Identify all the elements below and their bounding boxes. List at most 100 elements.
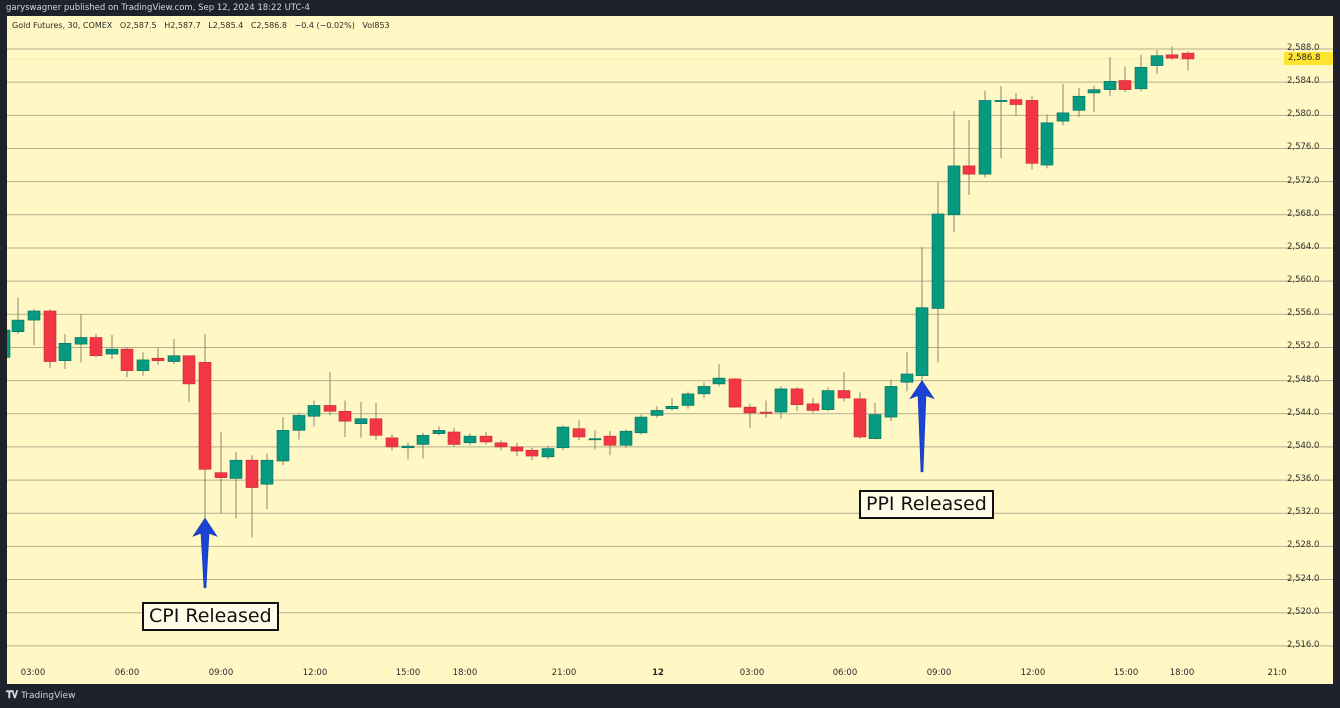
candle-down xyxy=(245,459,259,488)
time-tick-label: 21:00 xyxy=(551,668,577,678)
candle-up xyxy=(931,213,945,309)
candle-down xyxy=(806,403,820,411)
time-tick-label: 18:00 xyxy=(452,668,478,678)
candle-up xyxy=(1103,81,1117,90)
candle-up xyxy=(556,426,570,449)
candle-up xyxy=(1072,95,1086,111)
tradingview-logo-icon: 𝐓𝐕 xyxy=(6,690,18,701)
time-tick-label: 21:0 xyxy=(1267,668,1287,678)
time-tick-label: 06:00 xyxy=(114,668,140,678)
candle-down xyxy=(1181,52,1195,60)
time-tick-label: 15:00 xyxy=(1113,668,1139,678)
candle-up xyxy=(634,416,648,434)
candle-up xyxy=(74,337,88,345)
candle-down xyxy=(572,428,586,438)
candle-down xyxy=(837,390,851,399)
candle-up xyxy=(416,435,430,445)
candle-down xyxy=(479,435,493,443)
price-tick-label: 2,540.0 xyxy=(1287,440,1320,451)
candle-down xyxy=(43,310,57,362)
publisher-line: garyswagner published on TradingView.com… xyxy=(6,3,310,13)
price-tick-label: 2,556.0 xyxy=(1287,308,1320,319)
price-tick-label: 2,532.0 xyxy=(1287,507,1320,518)
legend-change: −0.4 (−0.02%) xyxy=(294,21,355,30)
price-tick-label: 2,528.0 xyxy=(1287,540,1320,551)
candle-down xyxy=(323,405,337,412)
price-tick-label: 2,524.0 xyxy=(1287,573,1320,584)
candle-up xyxy=(307,405,321,417)
time-tick-label: 12 xyxy=(652,668,664,678)
candle-down xyxy=(603,435,617,446)
candle-down xyxy=(1025,100,1039,164)
candle-up xyxy=(774,388,788,413)
time-tick-label: 15:00 xyxy=(395,668,421,678)
candle-down xyxy=(759,411,773,414)
candle-down xyxy=(214,472,228,478)
price-tick-label: 2,588.0 xyxy=(1287,43,1320,53)
candle-up xyxy=(915,307,929,376)
candle-up xyxy=(697,386,711,395)
candle-up xyxy=(432,430,446,434)
legend-open: O2,587.5 xyxy=(119,21,157,30)
legend-close: C2,586.8 xyxy=(250,21,287,30)
candle-up xyxy=(650,410,664,416)
candle-down xyxy=(853,398,867,438)
candle-down xyxy=(790,388,804,405)
candle-up xyxy=(712,377,726,385)
legend-volume: Vol853 xyxy=(362,21,390,30)
candle-up xyxy=(105,348,119,355)
candle-down xyxy=(151,357,165,362)
candle-up xyxy=(1134,66,1148,90)
legend-high: H2,587.7 xyxy=(164,21,201,30)
legend-symbol: Gold Futures, 30, COMEX xyxy=(12,21,113,30)
candle-up xyxy=(541,448,555,458)
last-price-label: 2,586.8 xyxy=(1284,52,1333,66)
candle-up xyxy=(401,445,415,449)
candle-up xyxy=(136,359,150,371)
candle-down xyxy=(525,449,539,457)
candle-up xyxy=(1150,55,1164,66)
cpi-released-annotation[interactable]: CPI Released xyxy=(142,602,279,631)
candle-down xyxy=(962,165,976,175)
candle-up xyxy=(167,355,181,362)
candle-down xyxy=(1009,99,1023,105)
candle-up xyxy=(463,435,477,444)
footer: 𝐓𝐕 TradingView xyxy=(6,690,75,701)
candle-up xyxy=(884,386,898,418)
price-tick-label: 2,580.0 xyxy=(1287,109,1320,120)
candle-up xyxy=(868,414,882,439)
price-tick-label: 2,536.0 xyxy=(1287,474,1320,485)
ppi-released-annotation[interactable]: PPI Released xyxy=(859,490,994,519)
candle-down xyxy=(1118,80,1132,90)
candle-up xyxy=(1087,89,1101,94)
price-tick-label: 2,572.0 xyxy=(1287,175,1320,186)
price-tick-label: 2,520.0 xyxy=(1287,606,1320,617)
candlestick-chart[interactable] xyxy=(7,16,1333,684)
top-bar: garyswagner published on TradingView.com… xyxy=(0,0,1340,16)
footer-brand: TradingView xyxy=(21,690,76,701)
candle-up xyxy=(900,373,914,383)
candle-up xyxy=(681,393,695,406)
price-tick-label: 2,576.0 xyxy=(1287,142,1320,153)
candle-down xyxy=(338,410,352,422)
time-tick-label: 09:00 xyxy=(208,668,234,678)
candle-up xyxy=(11,319,25,332)
candle-up xyxy=(588,438,602,441)
candle-up xyxy=(58,342,72,362)
candle-up xyxy=(7,329,11,358)
time-tick-label: 06:00 xyxy=(832,668,858,678)
candle-down xyxy=(89,337,103,357)
candle-up xyxy=(1040,122,1054,166)
candle-up xyxy=(292,415,306,431)
candle-up xyxy=(27,310,41,321)
symbol-legend: Gold Futures, 30, COMEX O2,587.5 H2,587.… xyxy=(12,21,395,30)
chart-panel[interactable]: Gold Futures, 30, COMEX O2,587.5 H2,587.… xyxy=(7,16,1333,684)
legend-low: L2,585.4 xyxy=(208,21,244,30)
time-tick-label: 12:00 xyxy=(302,668,328,678)
up-arrow-icon xyxy=(192,517,218,589)
candle-down xyxy=(510,446,524,452)
candle-up xyxy=(354,418,368,425)
up-arrow-icon xyxy=(909,380,935,473)
price-tick-label: 2,544.0 xyxy=(1287,407,1320,418)
candle-down xyxy=(369,418,383,436)
